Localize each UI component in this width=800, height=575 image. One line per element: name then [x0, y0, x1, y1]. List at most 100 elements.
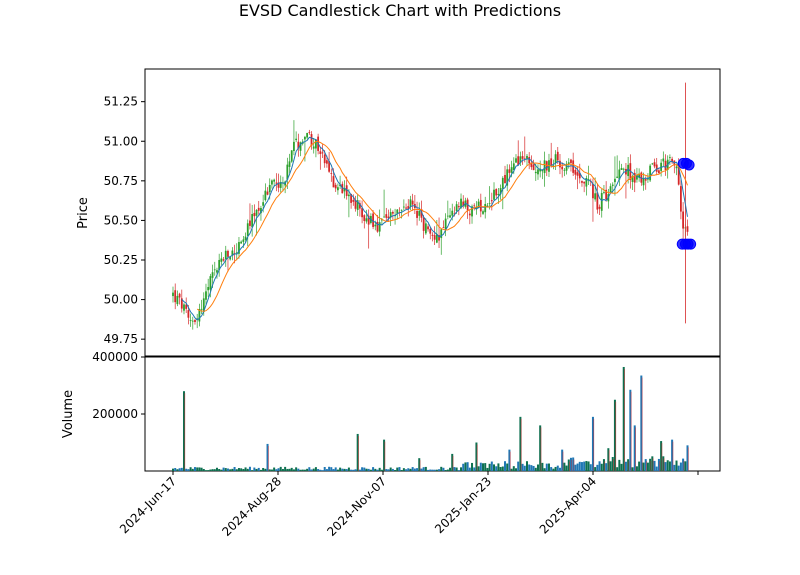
- volume-bar: [580, 462, 583, 471]
- volume-bar: [660, 441, 663, 471]
- candle-body: [310, 134, 313, 146]
- volume-bar: [396, 467, 399, 471]
- volume-bar: [541, 462, 544, 471]
- volume-bar: [552, 468, 555, 471]
- volume-bar: [231, 468, 234, 471]
- volume-bar-overlay: [641, 377, 643, 471]
- volume-bar: [528, 464, 531, 471]
- volume-bar: [501, 466, 504, 471]
- volume-bar: [319, 469, 322, 471]
- candles: [172, 82, 689, 330]
- volume-bar-overlay: [659, 460, 661, 471]
- date-tick-label: 2024-Nov-07: [324, 474, 389, 539]
- candle-body: [508, 169, 511, 173]
- volume-bar: [464, 462, 467, 471]
- candle-body: [592, 183, 594, 199]
- volume-bar: [174, 468, 177, 471]
- candle-body: [308, 131, 311, 133]
- candle-body: [460, 198, 462, 208]
- candle-body: [633, 172, 636, 183]
- volume-bar: [182, 391, 185, 471]
- candle-body: [600, 192, 603, 211]
- candle-body: [521, 156, 524, 159]
- candle-body: [174, 290, 177, 303]
- candle-body: [649, 165, 652, 181]
- volume-axis-label: Volume: [61, 390, 76, 438]
- volume-bar-overlay: [663, 458, 665, 471]
- volume-bar: [574, 464, 577, 471]
- volume-bar: [640, 375, 643, 471]
- candle-body: [279, 181, 282, 188]
- candle-body: [391, 211, 394, 214]
- candle-body: [651, 163, 654, 165]
- volume-bar: [446, 469, 449, 471]
- volume-bar: [336, 469, 339, 471]
- volume-bar: [613, 399, 616, 471]
- candle-body: [583, 181, 586, 184]
- volume-bar: [427, 469, 430, 471]
- candle-body: [191, 320, 194, 322]
- volume-bar: [664, 462, 667, 471]
- volume-bar: [429, 469, 432, 471]
- price-panel: Price 49.75 50.00 50.25 50.50 50.75 51.00 51.2…: [76, 68, 721, 357]
- volume-bar: [242, 469, 245, 471]
- volume-bar: [433, 469, 436, 471]
- volume-bar-overlay: [452, 455, 454, 471]
- candle-body: [378, 222, 381, 232]
- volume-bar: [264, 468, 267, 471]
- candle-body: [519, 156, 522, 163]
- volume-bar: [290, 467, 293, 471]
- volume-bar: [462, 463, 465, 471]
- volume-bars: [172, 366, 689, 471]
- volume-bar: [466, 462, 469, 471]
- candle-body: [636, 174, 638, 180]
- candle-body: [422, 217, 425, 231]
- candle-body: [200, 308, 203, 310]
- candle-body: [429, 228, 432, 234]
- volume-bar: [266, 443, 269, 471]
- volume-bar-overlay: [419, 460, 421, 471]
- candle-body: [227, 250, 229, 257]
- volume-bar: [635, 466, 638, 471]
- volume-bar: [620, 463, 623, 471]
- volume-bar: [363, 467, 366, 471]
- candle-body: [433, 235, 436, 240]
- volume-panel: Volume 200000 400000: [61, 350, 721, 472]
- volume-bar: [409, 468, 412, 471]
- candle-body: [563, 169, 566, 171]
- candle-body: [468, 213, 471, 216]
- volume-bar: [673, 464, 676, 471]
- volume-bar: [543, 468, 546, 471]
- volume-bar: [539, 425, 542, 471]
- volume-bar: [435, 469, 438, 471]
- volume-bar: [378, 467, 381, 471]
- candle-body: [638, 173, 641, 178]
- candle-body: [363, 215, 366, 221]
- volume-bar: [532, 465, 535, 471]
- volume-bar: [281, 468, 284, 471]
- candle-body: [534, 171, 537, 174]
- candle-body: [671, 158, 674, 163]
- candle-body: [532, 164, 535, 171]
- candle-body: [361, 208, 363, 218]
- price-tick-label: 51.25: [104, 95, 138, 109]
- volume-bar: [345, 469, 348, 471]
- candle-body: [244, 236, 247, 240]
- volume-bar-overlay: [476, 444, 478, 471]
- candle-body: [326, 160, 328, 164]
- volume-bar: [257, 467, 260, 471]
- moving-average-lines: [181, 136, 688, 321]
- volume-bar: [209, 469, 212, 471]
- volume-bar: [479, 462, 482, 471]
- volume-bar: [299, 469, 302, 471]
- volume-bar: [301, 469, 304, 471]
- volume-bar: [420, 468, 423, 471]
- volume-bar: [567, 459, 570, 471]
- candle-body: [449, 215, 451, 218]
- volume-axis-ticks: 200000 400000: [92, 350, 145, 421]
- candle-body: [293, 141, 295, 151]
- volume-bar: [519, 416, 522, 471]
- candle-body: [407, 206, 410, 210]
- prediction-point: [685, 238, 697, 250]
- volume-bar-overlay: [687, 447, 689, 471]
